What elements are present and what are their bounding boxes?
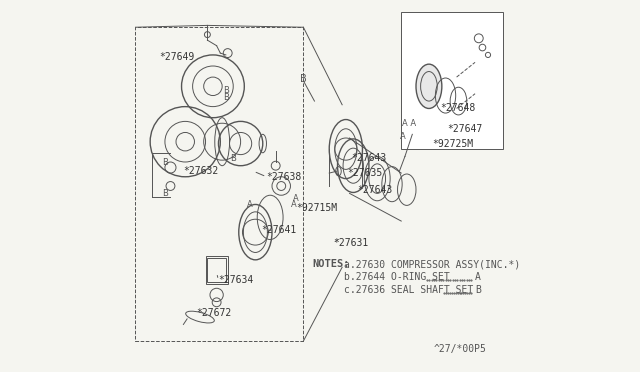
Text: *27643: *27643 [351,153,387,163]
Text: *27634: *27634 [218,275,253,285]
Text: A: A [400,132,406,141]
Bar [207,258,226,282]
Text: *27647: *27647 [447,124,483,134]
Text: B: B [223,86,228,94]
Text: A: A [291,200,297,209]
Text: B: B [162,189,168,198]
Text: B: B [162,157,168,167]
Text: A: A [247,200,253,209]
Text: *27641: *27641 [261,225,296,235]
Text: *27672: *27672 [196,308,232,318]
Bar [205,256,228,284]
Text: B: B [300,74,307,84]
Bar [136,27,303,341]
Text: A: A [475,272,481,282]
Text: *27638: *27638 [266,172,301,182]
Text: B: B [223,93,228,102]
Text: A A: A A [401,119,415,128]
Text: A: A [293,195,299,203]
Text: a.27630 COMPRESSOR ASSY(INC.*): a.27630 COMPRESSOR ASSY(INC.*) [344,259,520,269]
Text: *27649: *27649 [159,52,195,62]
Text: *27635: *27635 [348,168,383,178]
Text: *92715M: *92715M [296,203,337,213]
Text: *92725M: *92725M [433,138,474,148]
Text: *27643: *27643 [357,185,392,195]
Text: b.27644 O-RING SET: b.27644 O-RING SET [344,272,450,282]
Text: ^27/*00P5: ^27/*00P5 [434,344,487,354]
Text: B: B [475,285,481,295]
Bar [401,13,503,149]
Text: *27648: *27648 [440,103,476,113]
Text: *27632: *27632 [184,166,219,176]
Text: *27631: *27631 [333,238,368,248]
Text: c.27636 SEAL SHAFT SET: c.27636 SEAL SHAFT SET [344,285,473,295]
Ellipse shape [416,64,442,109]
Text: B: B [230,154,236,163]
Text: NOTES:: NOTES: [312,259,350,269]
